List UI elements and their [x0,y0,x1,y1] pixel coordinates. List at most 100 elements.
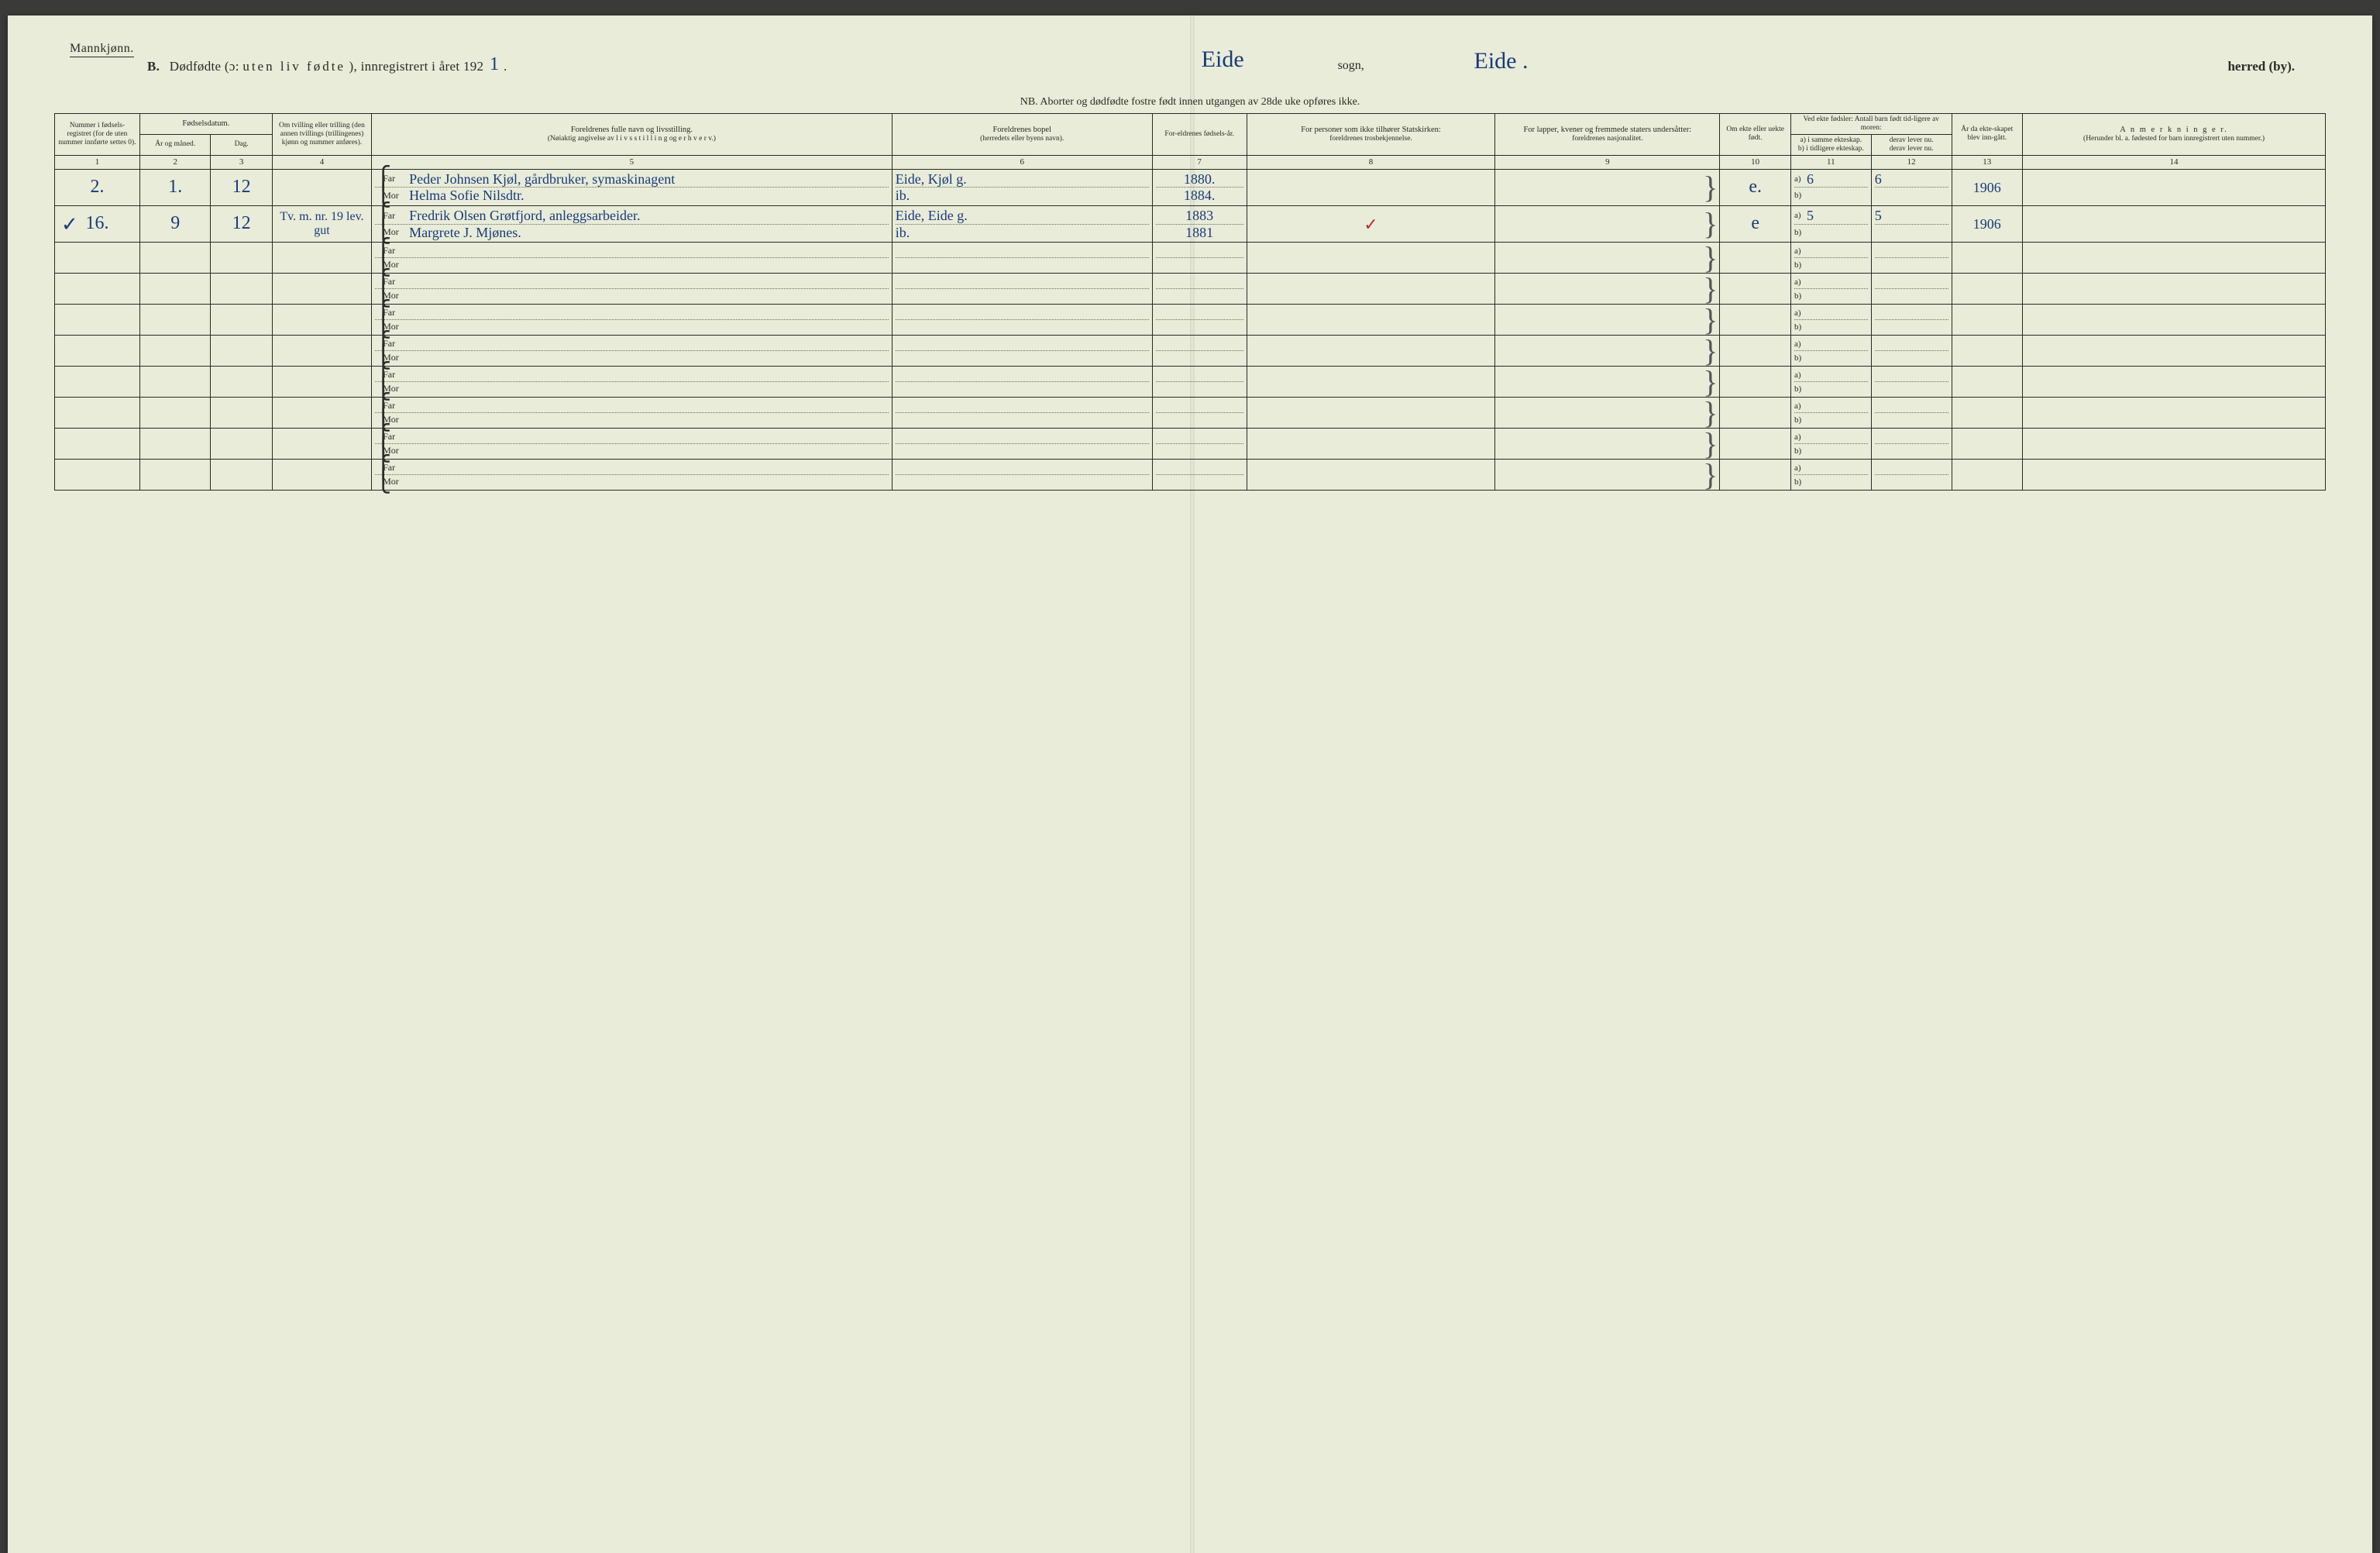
title-main: Dødfødte (ɔ: [170,59,239,74]
cell-foreldre: ⎧FarPeder Johnsen Kjøl, gårdbruker, syma… [372,169,892,205]
cell-nasj: } [1495,336,1720,367]
col-11-header-top: Ved ekte fødsler: Antall barn født tid-l… [1790,114,1952,135]
col-6b: (herredets eller byens navn). [896,135,1149,143]
cell-nasj: } [1495,460,1720,491]
val-mor: Helma Sofie Nilsdtr. [409,188,524,204]
val-faar-far: 1883 [1185,208,1213,224]
mor-label: Mor [383,415,409,425]
cell-ekte [1720,305,1791,336]
cell-anm [2023,305,2326,336]
col-14b: (Herunder bl. a. fødested for barn innre… [2026,135,2322,143]
cell-faar: 1883 1881 [1152,206,1247,243]
cell-aar-ekt: 1906 [1952,169,2023,205]
col-1-header: Nummer i fødsels-registret (for de uten … [55,114,140,156]
table-row: ⎧Far ⎩Mor } a) b) [55,336,2326,367]
cell-nasj: } [1495,243,1720,274]
cell-ekte [1720,336,1791,367]
cell-faar [1152,429,1247,460]
cell-faar [1152,274,1247,305]
cell-faar [1152,305,1247,336]
colnum-1: 1 [55,155,140,169]
val-far: Peder Johnsen Kjøl, gårdbruker, symaskin… [409,171,675,188]
col-12a: derav lever nu. [1875,136,1948,145]
cell-11: a) b) [1790,367,1871,398]
col-2-header-top: Fødselsdatum. [139,114,272,135]
sogn-label: sogn, [1338,59,1364,73]
val-bopel-far: Eide, Eide g. [896,208,968,224]
title-tail: ), innregistrert i året 192 [349,59,484,74]
b-label: b) [1794,415,1807,425]
col-8-header: For personer som ikke tilhører Statskirk… [1247,114,1495,156]
cell-nasj: } [1495,169,1720,205]
cell-12: 5 [1871,206,1952,243]
table-body: 2. 1. 12 ⎧FarPeder Johnsen Kjøl, gårdbru… [55,169,2326,491]
brace-right-icon: } [1703,170,1718,205]
cell-tvilling [272,274,371,305]
brace-right-icon: } [1703,243,1718,273]
cell-bopel [892,243,1152,274]
cell-12 [1871,243,1952,274]
cell-anm [2023,274,2326,305]
cell-tros [1247,367,1495,398]
b-label: b) [1794,191,1807,201]
cell-11: a) b) [1790,398,1871,429]
title-spaced: uten liv fødte [242,59,346,74]
cell-faar [1152,336,1247,367]
cell-aar-ekt [1952,429,2023,460]
b-label: b) [1794,260,1807,270]
col-4-header: Om tvilling eller trilling (den annen tv… [272,114,371,156]
a-label: a) [1794,370,1807,381]
cell-12 [1871,367,1952,398]
cell-tros: ✓ [1247,206,1495,243]
cell-bopel [892,398,1152,429]
cell-aar [139,429,211,460]
cell-tros [1247,460,1495,491]
cell-bopel [892,336,1152,367]
cell-tvilling [272,398,371,429]
cell-dag [211,305,272,336]
a-label: a) [1794,174,1807,184]
brace-right-icon: } [1703,274,1718,304]
cell-num [55,305,140,336]
cell-tvilling [272,169,371,205]
cell-12: 6 [1871,169,1952,205]
cell-aar [139,367,211,398]
val-a11: 6 [1807,171,1814,188]
colnum-6: 6 [892,155,1152,169]
val-num: 2. [90,177,104,197]
cell-aar-ekt [1952,460,2023,491]
col-11-sub: a) i samme ekteskap. b) i tidligere ekte… [1790,134,1871,155]
table-row: ⎧Far ⎩Mor } a) b) [55,305,2326,336]
val-bopel-mor: ib. [896,188,910,204]
cell-aar [139,274,211,305]
sogn-handwritten: Eide [1202,46,1244,73]
brace-right-icon: } [1703,398,1718,428]
cell-11: a) b) [1790,274,1871,305]
val-faar-mor: 1884. [1184,188,1216,204]
cell-dag [211,398,272,429]
b-label: b) [1794,291,1807,301]
cell-aar-ekt [1952,274,2023,305]
col-12b: derav lever nu. [1875,145,1948,153]
cell-aar: 9 [139,206,211,243]
cell-foreldre: ⎧Far ⎩Mor [372,274,892,305]
cell-anm [2023,398,2326,429]
colnum-7: 7 [1152,155,1247,169]
cell-ekte [1720,460,1791,491]
col-10-header: Om ekte eller uekte født. [1720,114,1791,156]
brace-right-icon: } [1703,367,1718,397]
herred-handwritten: Eide . [1474,48,1529,74]
cell-foreldre: ⎧Far ⎩Mor [372,460,892,491]
b-label: b) [1794,322,1807,332]
cell-bopel: Eide, Eide g. ib. [892,206,1152,243]
cell-11: a)5 b) [1790,206,1871,243]
colnum-5: 5 [372,155,892,169]
mor-label: Mor [383,322,409,332]
cell-nasj: } [1495,398,1720,429]
colnum-4: 4 [272,155,371,169]
col-5-header: Foreldrenes fulle navn og livsstilling. … [372,114,892,156]
table-head: Nummer i fødsels-registret (for de uten … [55,114,2326,170]
col-14-header: A n m e r k n i n g e r. (Herunder bl. a… [2023,114,2326,156]
cell-dag [211,243,272,274]
col-13-header: År da ekte-skapet blev inn-gått. [1952,114,2023,156]
